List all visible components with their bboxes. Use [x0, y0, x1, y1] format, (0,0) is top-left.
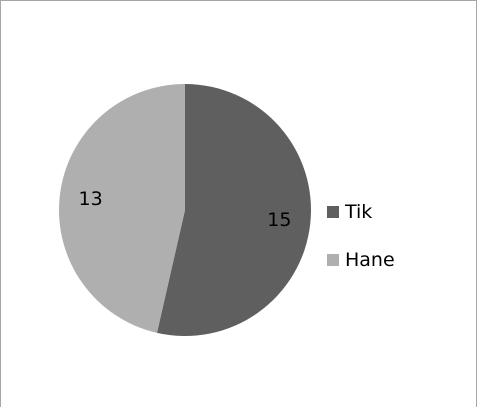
data-label-tik: 15 — [267, 209, 291, 231]
legend-item-hane: Hane — [327, 248, 395, 272]
legend-swatch-hane — [327, 254, 339, 266]
pie-slice-tik — [156, 84, 311, 336]
legend-label-hane: Hane — [345, 249, 395, 271]
legend-swatch-tik — [327, 206, 339, 218]
pie-slices — [58, 84, 311, 336]
data-label-hane: 13 — [79, 188, 103, 210]
legend-label-tik: Tik — [345, 201, 373, 223]
legend: Tik Hane — [327, 200, 395, 296]
pie-slice-hane — [58, 84, 185, 333]
legend-item-tik: Tik — [327, 200, 395, 224]
